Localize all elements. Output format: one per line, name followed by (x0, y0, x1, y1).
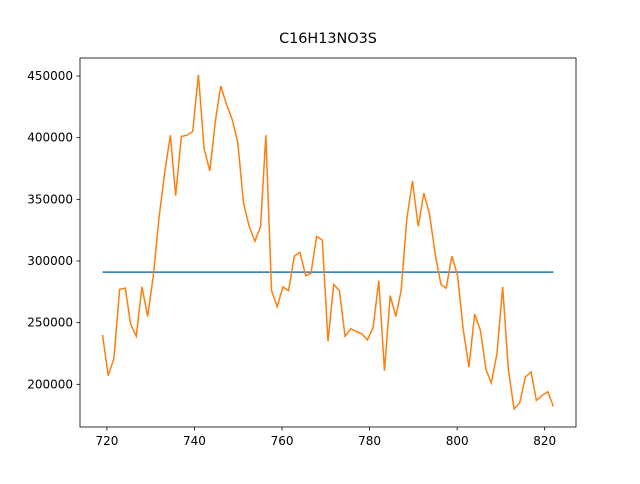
y-tick-label: 250000 (27, 316, 73, 330)
y-tick-label: 400000 (27, 131, 73, 145)
y-tick-label: 450000 (27, 69, 73, 83)
data-line (101, 74, 555, 411)
y-tick-label: 350000 (27, 192, 73, 206)
plot-frame (79, 57, 577, 428)
x-tick-label: 780 (358, 434, 381, 448)
x-tick-label: 720 (95, 434, 118, 448)
x-tick-label: 740 (183, 434, 206, 448)
chart-title: C16H13NO3S (279, 31, 377, 47)
x-tick-label: 760 (271, 434, 294, 448)
y-tick-label: 200000 (27, 377, 73, 391)
x-tick-label: 800 (446, 434, 469, 448)
x-tick-label: 820 (533, 434, 556, 448)
y-tick-label: 300000 (27, 254, 73, 268)
